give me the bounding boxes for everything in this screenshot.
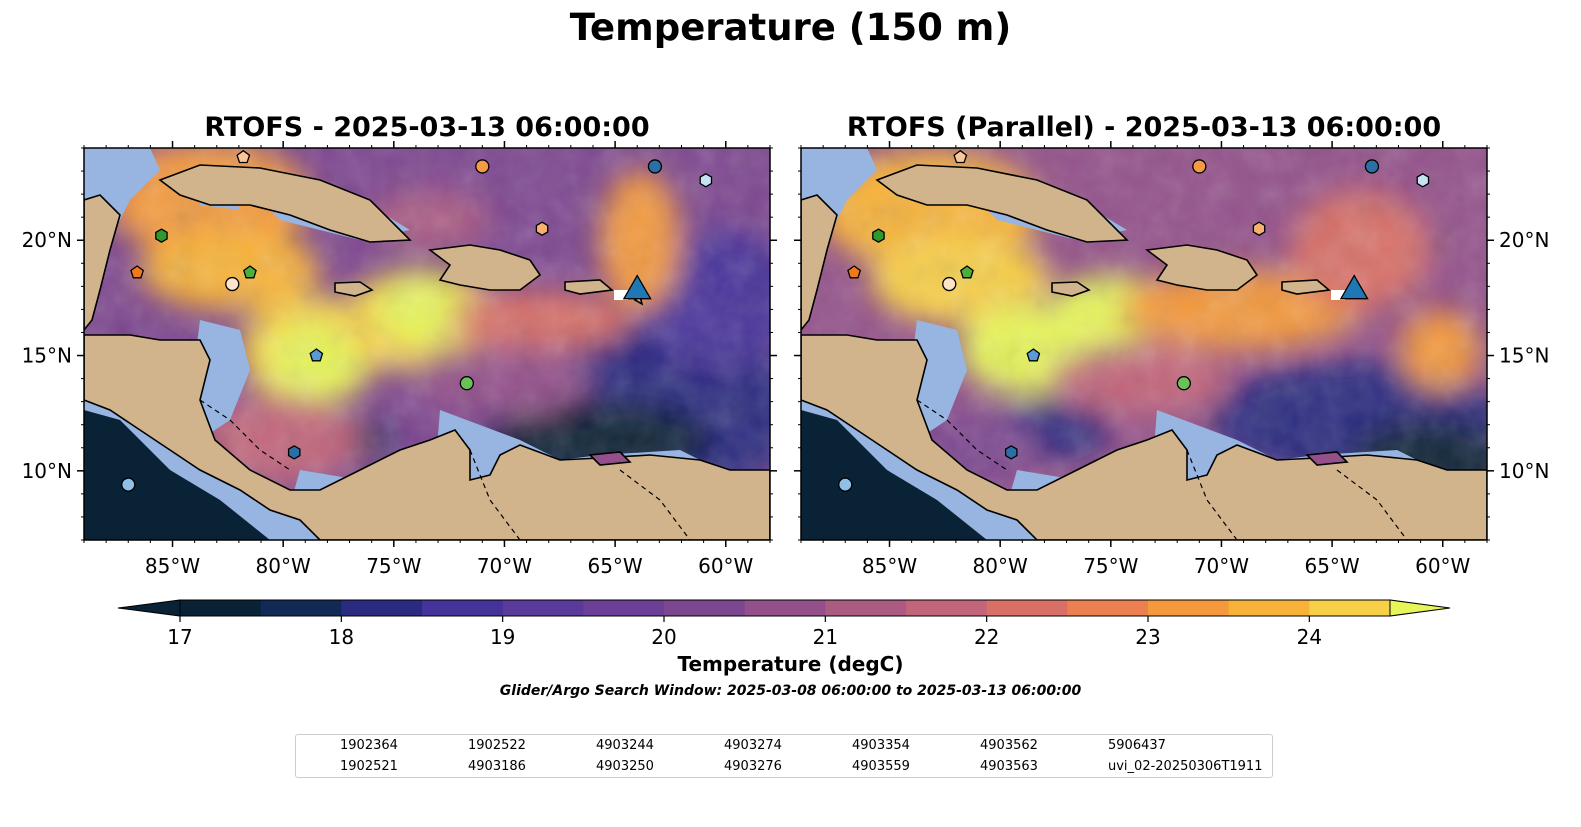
figure-title: Temperature (150 m) (569, 6, 1012, 49)
colorbar-segment (1148, 600, 1230, 616)
y-tick-label: 10°N (22, 459, 72, 483)
colorbar-segment (986, 600, 1068, 616)
legend-label: 4903563 (980, 759, 1038, 774)
observation-marker-4903563 (243, 265, 257, 279)
observation-marker-5906437 (1176, 376, 1191, 391)
observation-marker-4903563 (960, 265, 974, 279)
colorbar-tick-label: 23 (1135, 625, 1160, 649)
observation-marker-4903276 (535, 221, 549, 236)
search-window-note: Glider/Argo Search Window: 2025-03-08 06… (499, 683, 1082, 699)
colorbar-segment (906, 600, 988, 616)
colorbar-frame (179, 599, 1391, 617)
x-tick-label: 70°W (1194, 554, 1249, 578)
map-title-rtofs-parallel: RTOFS (Parallel) - 2025-03-13 06:00:00 (846, 112, 1442, 143)
colorbar-segment (1067, 600, 1149, 616)
observation-marker-1902522 (1026, 348, 1041, 362)
legend-label: 5906437 (1108, 738, 1166, 753)
colorbar-segment (180, 600, 262, 616)
legend-label: 4903559 (852, 759, 910, 774)
colorbar-tick-label: 22 (974, 625, 999, 649)
observation-marker-4903562 (155, 228, 168, 243)
colorbar-extend-min (117, 599, 181, 617)
colorbar-tick-label: 24 (1297, 625, 1322, 649)
observation-marker-4903186 (121, 477, 136, 492)
y-tick-label: 20°N (22, 228, 72, 252)
legend-label: 4903244 (596, 738, 654, 753)
observation-marker-4903354 (953, 149, 968, 164)
x-tick-label: 70°W (477, 554, 532, 578)
legend-label: 4903562 (980, 738, 1038, 753)
colorbar-segment (744, 600, 826, 616)
colorbar-segment (422, 600, 504, 616)
colorbar-segment (664, 600, 746, 616)
colorbar-segment (502, 600, 584, 616)
legend-label: 4903186 (468, 759, 526, 774)
colorbar-tick-label: 19 (490, 625, 515, 649)
y-tick-label: 15°N (1499, 344, 1549, 368)
colorbar-tick-label: 17 (167, 625, 192, 649)
legend-label: 1902521 (340, 759, 398, 774)
x-tick-label: 85°W (145, 554, 200, 578)
legend-label: 4903354 (852, 738, 910, 753)
map-axes: 85°W 80°W 75°W 70°W 65°W 60°W 20°N 15°N 10°N 85°W… (22, 141, 1549, 578)
colorbar-segment (1228, 600, 1310, 616)
legend-label: 1902364 (340, 738, 398, 753)
observation-marker-4903250 (130, 265, 145, 279)
observation-marker-1902521 (287, 445, 301, 460)
x-tick-label: 75°W (1083, 554, 1138, 578)
observation-marker-4903559 (942, 276, 957, 292)
observation-marker-uvi_02-20250306T1911 (1339, 274, 1369, 300)
colorbar-extend-max (1389, 599, 1451, 617)
y-tick-label: 15°N (22, 344, 72, 368)
observation-marker-1902364 (1364, 159, 1380, 174)
x-tick-label: 80°W (256, 554, 311, 578)
legend-label: 4903276 (724, 759, 782, 774)
legend-label: 4903250 (596, 759, 654, 774)
colorbar-segment (583, 600, 665, 616)
observation-marker-1902522 (309, 348, 324, 362)
y-tick-label: 10°N (1499, 459, 1549, 483)
colorbar-segment (341, 600, 423, 616)
observation-marker-5906437 (459, 376, 474, 391)
observation-marker-4903250 (847, 265, 862, 279)
colorbar-tick-label: 20 (651, 625, 676, 649)
colorbar-segment (260, 600, 342, 616)
legend: 1902364 1902521 1902522 4903186 4903244 49032… (295, 734, 1273, 778)
x-tick-label: 60°W (1415, 554, 1470, 578)
x-tick-label: 75°W (366, 554, 421, 578)
observation-markers (121, 149, 1430, 492)
observation-marker-4903186 (838, 477, 853, 492)
legend-label: 4903274 (724, 738, 782, 753)
observation-marker-4903244 (1416, 173, 1430, 188)
legend-label: 1902522 (468, 738, 526, 753)
observation-marker-4903244 (699, 173, 713, 188)
x-tick-label: 65°W (1304, 554, 1359, 578)
colorbar-label: Temperature (degC) (677, 652, 904, 676)
colorbar-tick-label: 18 (329, 625, 354, 649)
observation-marker-4903354 (236, 149, 251, 164)
observation-marker-1902364 (647, 159, 663, 174)
observation-marker-4903276 (1252, 221, 1266, 236)
observation-marker-4903559 (225, 276, 240, 292)
observation-marker-1902521 (1004, 445, 1018, 460)
observation-marker-4903274 (475, 159, 490, 174)
x-tick-label: 80°W (973, 554, 1028, 578)
colorbar-tick-label: 21 (813, 625, 838, 649)
map-title-rtofs: RTOFS - 2025-03-13 06:00:00 (204, 112, 650, 143)
observation-marker-4903562 (872, 228, 885, 243)
map-panel-rtofs-parallel (801, 148, 1487, 540)
x-tick-label: 60°W (698, 554, 753, 578)
x-tick-label: 85°W (862, 554, 917, 578)
y-tick-label: 20°N (1499, 228, 1549, 252)
map-panel-rtofs (84, 148, 770, 540)
colorbar-segment (1309, 600, 1391, 616)
legend-label: uvi_02-20250306T1911 (1108, 759, 1263, 774)
x-tick-label: 65°W (587, 554, 642, 578)
colorbar: 17 18 19 20 21 22 23 24 (117, 599, 1451, 649)
colorbar-segment (825, 600, 907, 616)
observation-marker-uvi_02-20250306T1911 (622, 274, 652, 300)
observation-marker-4903274 (1192, 159, 1207, 174)
